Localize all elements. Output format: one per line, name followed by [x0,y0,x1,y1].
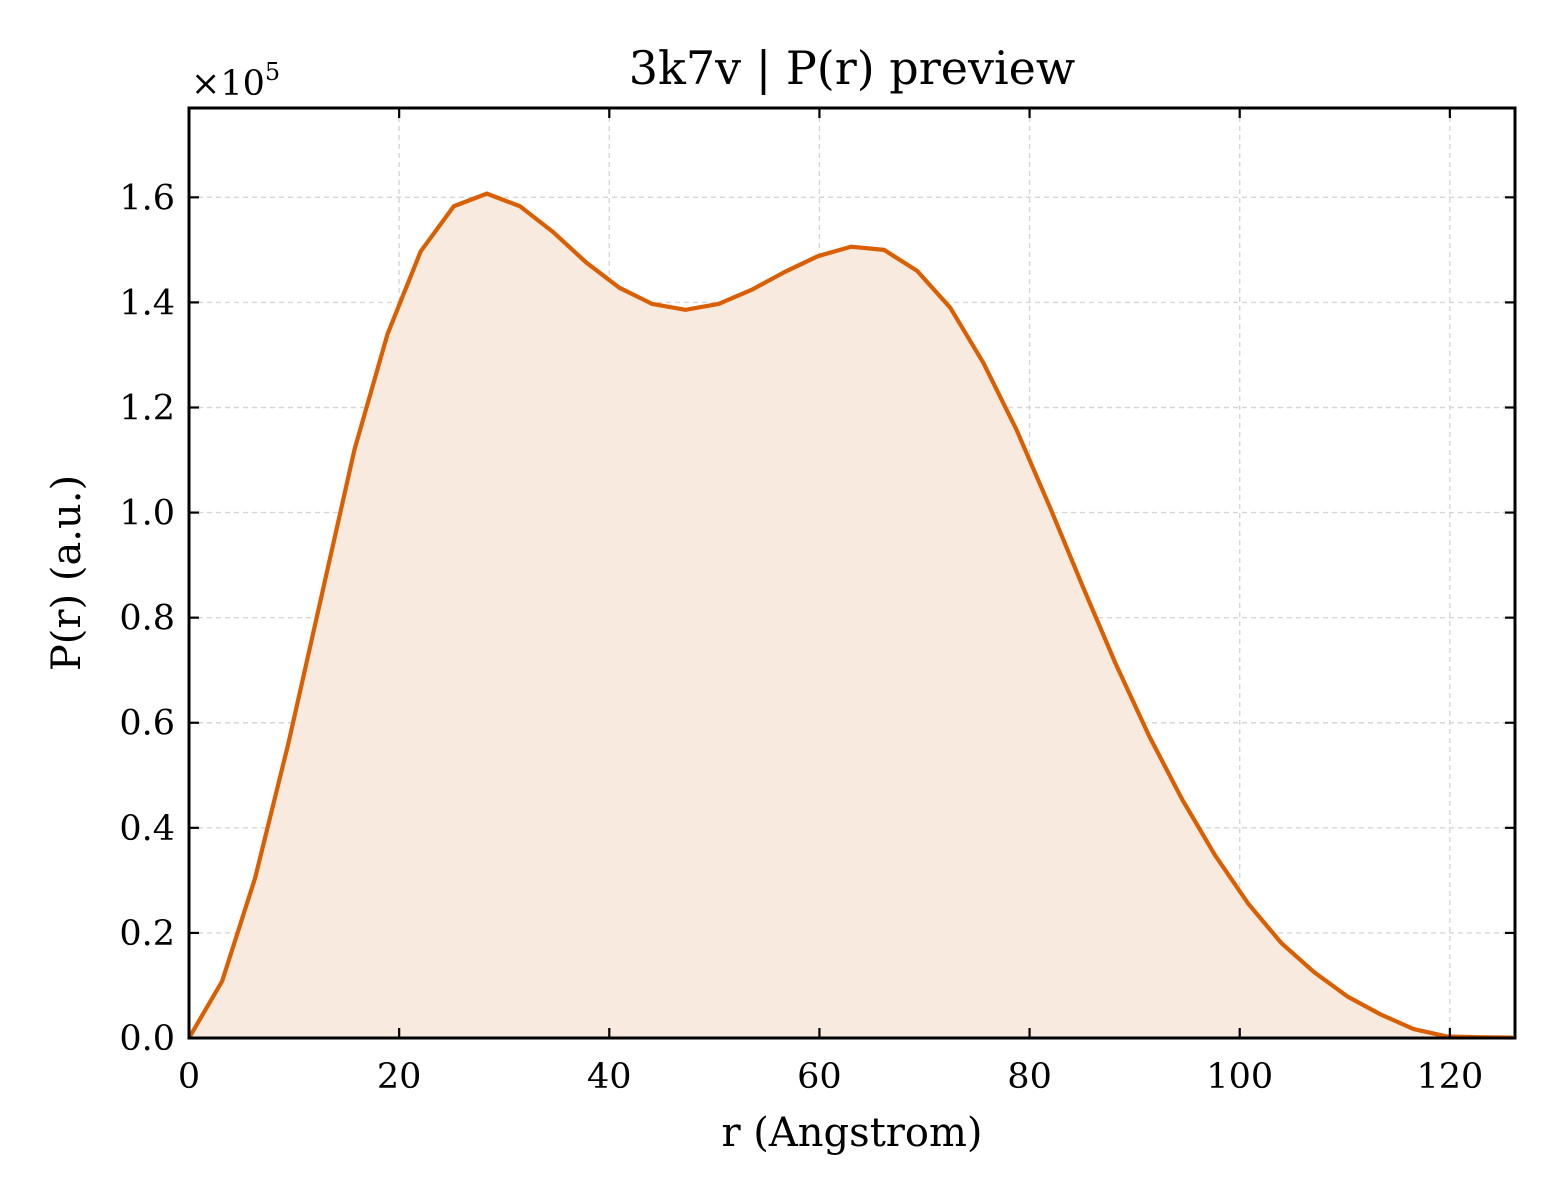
y-tick-label: 0.4 [119,809,175,849]
plot-frame [187,106,1517,1040]
x-tick-label: 40 [587,1057,632,1097]
y-offset-label: ×105 [191,58,280,104]
ticks: 0 20 40 60 80 100 120 0.0 0.2 0.4 0.6 0.8 1.0 1.2 1.4 1… [119,108,1515,1097]
y-tick-label: 1.6 [119,178,175,218]
x-tick-label: 100 [1206,1057,1273,1097]
y-tick-label: 0.0 [119,1019,175,1059]
y-tick-label: 0.2 [119,914,175,954]
x-tick-label: 120 [1416,1057,1483,1097]
chart-title: 3k7v | P(r) preview [629,41,1076,95]
x-tick-label: 80 [1007,1057,1052,1097]
x-tick-label: 20 [377,1057,422,1097]
x-tick-label: 60 [797,1057,842,1097]
y-offset-base: ×10 [191,64,265,104]
y-tick-label: 1.4 [119,283,175,323]
y-tick-label: 1.0 [119,494,175,534]
x-axis-label: r (Angstrom) [721,1110,982,1156]
pr-curve-line [187,191,1513,1040]
y-tick-label: 0.8 [119,599,175,639]
pr-area-fill [189,193,1513,1038]
y-axis-label: P(r) (a.u.) [44,475,90,671]
y-tick-label: 0.6 [119,704,175,744]
y-offset-exponent: 5 [265,58,280,86]
x-tick-label: 0 [178,1057,200,1097]
y-tick-label: 1.2 [119,388,175,428]
